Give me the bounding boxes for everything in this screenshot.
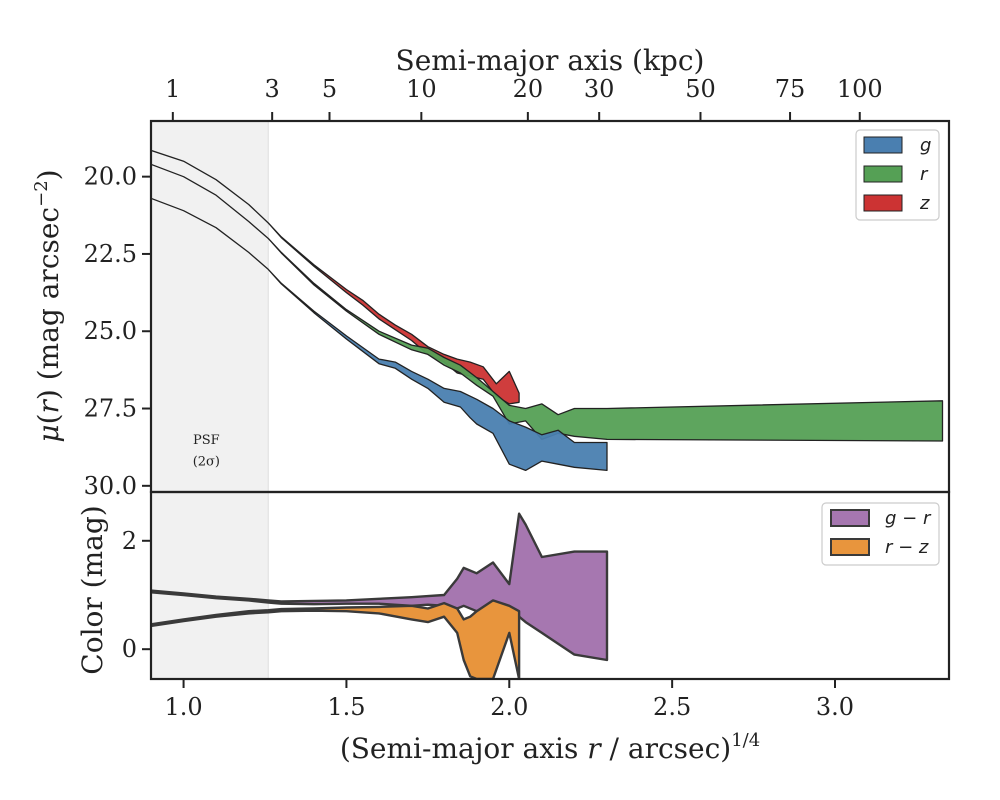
top-x-tick-label: 5: [322, 75, 337, 103]
y-tick-label: 27.5: [84, 395, 137, 423]
psf-label: PSF: [193, 433, 220, 448]
psf-shaded-region: [151, 121, 269, 492]
top-x-tick-label: 100: [837, 75, 883, 103]
legend-label-gr: g − r: [885, 508, 932, 529]
legend-label-rz: r − z: [885, 537, 929, 558]
legend-swatch-z: [863, 194, 903, 212]
top-x-tick-label: 10: [406, 75, 437, 103]
psf-label-sigma: (2σ): [193, 455, 220, 470]
series-band-r: [151, 163, 944, 442]
top-x-tick-label: 75: [775, 75, 806, 103]
color-y-tick-label: 0: [122, 635, 137, 663]
top-x-tick-label: 20: [513, 75, 544, 103]
series-band-z: [151, 149, 520, 405]
legend-label-r: r: [920, 164, 929, 185]
top-x-tick-label: 3: [265, 75, 280, 103]
top-y-axis-title: μ(r) (mag arcsec−2): [31, 169, 65, 442]
series-band-gr: [151, 512, 609, 662]
x-tick-label: 1.0: [164, 693, 202, 721]
top-x-tick-label: 1: [165, 75, 180, 103]
series-band-rz: [151, 599, 521, 679]
legend-swatch-gr: [830, 509, 870, 527]
color-y-tick-label: 2: [122, 527, 137, 555]
x-tick-label: 2.5: [653, 693, 691, 721]
legend-swatch-r: [863, 165, 903, 183]
surface-brightness-panel: PSF (2σ) 20.022.525.027.530.0 1 3 5 10 20 30 5…: [31, 44, 951, 765]
legend-label-g: g: [920, 135, 931, 156]
x-tick-label: 1.5: [327, 693, 365, 721]
legend-colors: g − r r − z: [821, 502, 940, 566]
legend-swatch-rz: [830, 538, 870, 556]
y-tick-label: 25.0: [84, 317, 137, 345]
y-tick-label: 30.0: [84, 472, 137, 500]
y-tick-label: 22.5: [84, 240, 137, 268]
x-tick-label: 2.0: [490, 693, 528, 721]
legend-label-z: z: [919, 193, 930, 214]
legend-bands: grz: [855, 129, 940, 221]
psf-shaded-region-color: [151, 492, 269, 679]
top-x-tick-label: 50: [685, 75, 716, 103]
top-x-tick-label: 30: [584, 75, 615, 103]
bottom-x-axis-title: (Semi-major axis r / arcsec)1/4: [340, 730, 760, 765]
y-tick-label: 20.0: [84, 163, 137, 191]
x-tick-label: 3.0: [816, 693, 854, 721]
bottom-axes-frame: [149, 490, 951, 681]
series-band-g: [151, 197, 608, 472]
bottom-y-axis-title: Color (mag): [76, 505, 109, 674]
top-x-axis-title: Semi-major axis (kpc): [396, 44, 705, 77]
legend-swatch-g: [863, 136, 903, 154]
